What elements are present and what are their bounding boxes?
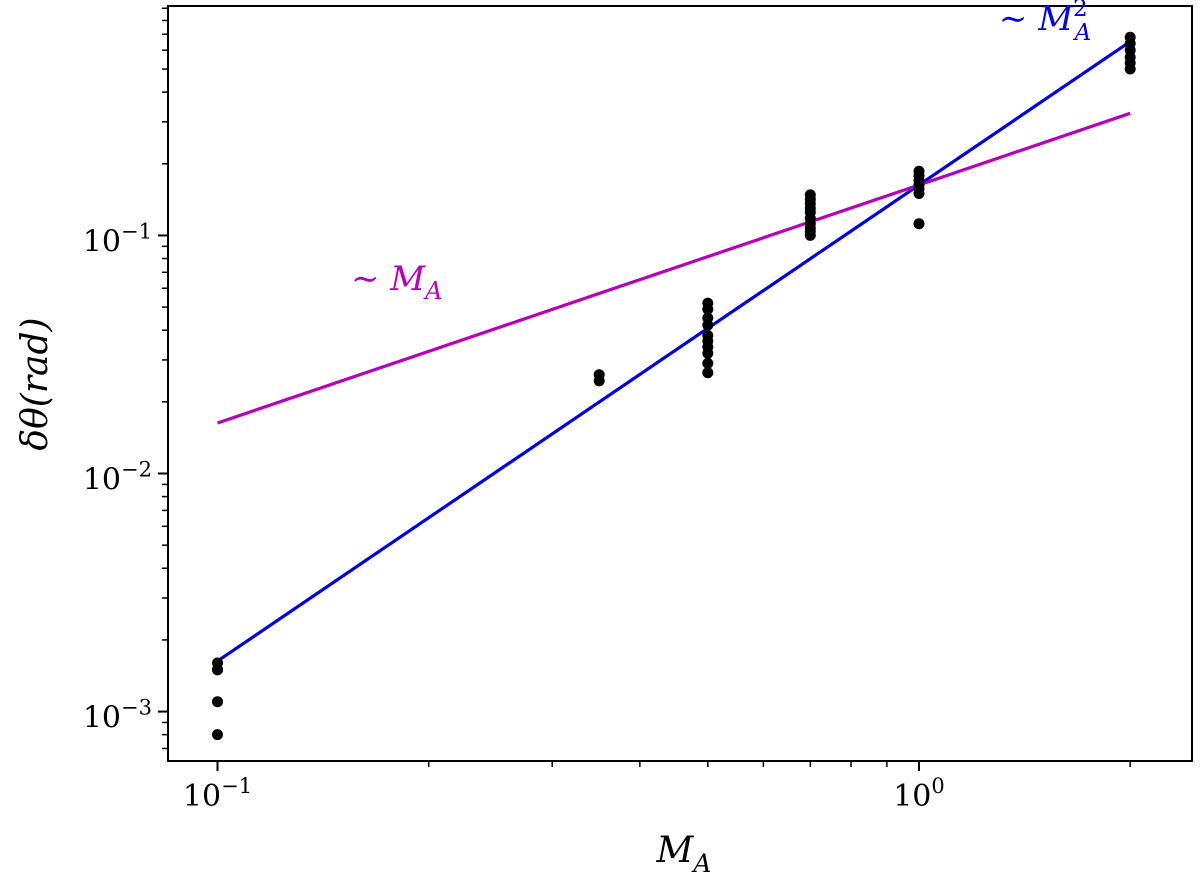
data-point: [913, 218, 925, 230]
annotations: ∼ M2 A ∼ MA: [351, 0, 1091, 305]
x-tick-label: 100: [893, 774, 945, 814]
data-point: [702, 367, 714, 379]
data-point: [913, 188, 925, 199]
data-point: [702, 303, 714, 315]
y-tick-label: 10−3: [83, 696, 152, 736]
data-point: [702, 347, 714, 359]
data-point: [804, 229, 816, 241]
data-points: [212, 31, 1136, 741]
y-tick-label: 10−1: [83, 219, 152, 259]
data-point: [212, 696, 223, 708]
x-tick-label: 10−1: [183, 774, 252, 814]
plot-frame: [167, 5, 1193, 762]
data-point: [1124, 63, 1136, 75]
fit-lines: [216, 40, 1132, 663]
axis-ticks: [158, 7, 1131, 771]
data-point: [212, 729, 223, 741]
annotation-2: ∼ MA: [351, 259, 442, 305]
fit-line-2: [216, 111, 1131, 425]
tick-labels: 10−1 100 10−3 10−2 10−1: [83, 219, 945, 814]
y-tick-label: 10−2: [83, 458, 152, 498]
data-point: [593, 375, 605, 387]
x-axis-label: MA: [656, 830, 712, 872]
y-axis-label: δθ(rad): [15, 317, 56, 450]
data-point: [702, 319, 714, 331]
data-point: [702, 357, 714, 369]
data-point: [212, 664, 223, 676]
fit-line-1: [216, 40, 1132, 663]
annotation-1: ∼ M2 A: [999, 0, 1091, 46]
